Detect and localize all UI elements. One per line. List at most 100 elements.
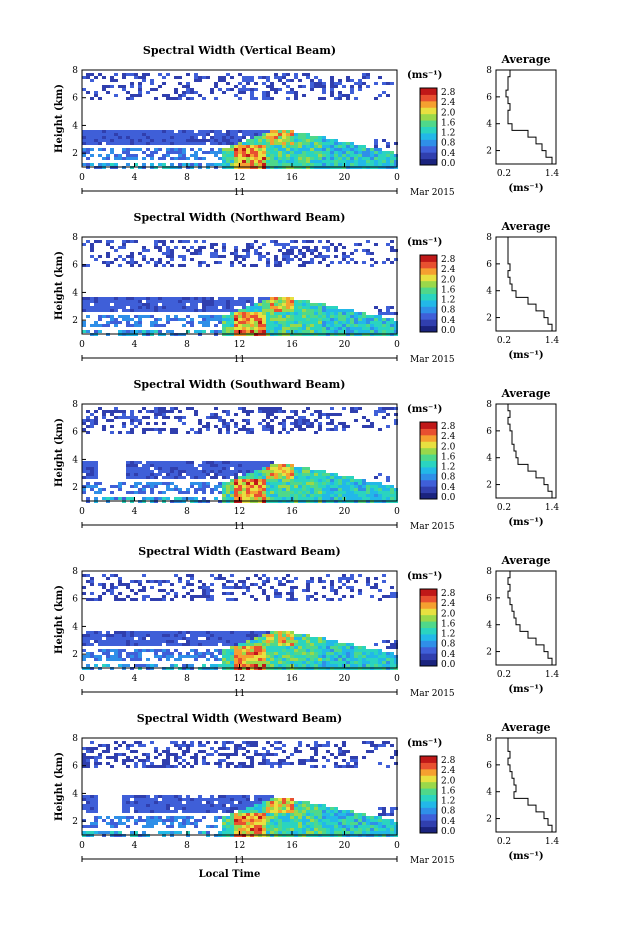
heatmap-cell — [386, 163, 390, 166]
heatmap-cell — [166, 810, 170, 813]
colorbar-tick-label: 0.0 — [441, 326, 456, 336]
heatmap-cell — [270, 461, 274, 464]
heatmap-cell — [146, 476, 150, 479]
heatmap-cell — [266, 321, 270, 324]
heatmap-cell — [222, 747, 226, 750]
heatmap-cell — [254, 655, 258, 658]
heatmap-cell — [302, 589, 306, 592]
heatmap-cell — [266, 658, 270, 661]
heatmap-cell — [230, 142, 234, 145]
heatmap-cell — [342, 160, 346, 163]
heatmap-cell — [362, 664, 366, 667]
heatmap-cell — [210, 318, 214, 321]
heatmap-cell — [314, 482, 318, 485]
heatmap-cell — [298, 637, 302, 640]
heatmap-cell — [274, 652, 278, 655]
heatmap-cell — [286, 327, 290, 330]
heatmap-cell — [114, 640, 118, 643]
heatmap-cell — [286, 592, 290, 595]
heatmap-cell — [298, 425, 302, 428]
heatmap-cell — [226, 649, 230, 652]
colorbar-segment — [420, 158, 437, 166]
heatmap-cell — [130, 133, 134, 136]
heatmap-cell — [342, 142, 346, 145]
heatmap-cell — [274, 649, 278, 652]
heatmap-cell — [166, 261, 170, 264]
heatmap-cell — [166, 306, 170, 309]
heatmap-cell — [382, 261, 386, 264]
heatmap-cell — [278, 79, 282, 82]
heatmap-cell — [122, 76, 126, 79]
heatmap-cell — [266, 643, 270, 646]
heatmap-cell — [270, 655, 274, 658]
heatmap-cell — [226, 413, 230, 416]
heatmap-cell — [230, 813, 234, 816]
heatmap-cell — [246, 133, 250, 136]
heatmap-cell — [274, 321, 278, 324]
heatmap-cell — [262, 145, 266, 148]
heatmap-cell — [374, 652, 378, 655]
heatmap-cell — [206, 634, 210, 637]
heatmap-cell — [222, 321, 226, 324]
heatmap-cell — [354, 485, 358, 488]
heatmap-cell — [290, 79, 294, 82]
heatmap-cell — [298, 479, 302, 482]
heatmap-cell — [230, 163, 234, 166]
heatmap-cell — [218, 261, 222, 264]
heatmap-cell — [142, 330, 146, 333]
heatmap-cell — [174, 139, 178, 142]
heatmap-cell — [162, 240, 166, 243]
heatmap-cell — [122, 303, 126, 306]
heatmap-cell — [98, 330, 102, 333]
heatmap-cell — [142, 303, 146, 306]
heatmap-cell — [150, 473, 154, 476]
panel-1: Spectral Width (Vertical Beam)2468Height… — [54, 44, 559, 198]
heatmap-cell — [122, 300, 126, 303]
heatmap-cell — [178, 577, 182, 580]
heatmap-cell — [198, 807, 202, 810]
heatmap-cell — [326, 485, 330, 488]
heatmap-cell — [234, 258, 238, 261]
heatmap-cell — [306, 482, 310, 485]
heatmap-cell — [198, 640, 202, 643]
heatmap-cell — [226, 801, 230, 804]
heatmap-cell — [282, 312, 286, 315]
heatmap-cell — [130, 637, 134, 640]
heatmap-cell — [82, 634, 86, 637]
heatmap-cell — [366, 157, 370, 160]
heatmap-cell — [82, 461, 86, 464]
heatmap-cell — [162, 595, 166, 598]
heatmap-cell — [146, 816, 150, 819]
heatmap-cell — [202, 756, 206, 759]
heatmap-cell — [86, 148, 90, 151]
heatmap-cell — [354, 318, 358, 321]
heatmap-cell — [234, 145, 238, 148]
heatmap-cell — [102, 497, 106, 500]
heatmap-cell — [158, 410, 162, 413]
colorbar-segment — [420, 152, 437, 160]
heatmap-cell — [282, 321, 286, 324]
heatmap-cell — [246, 795, 250, 798]
heatmap-cell — [338, 315, 342, 318]
heatmap-cell — [102, 324, 106, 327]
heatmap-cell — [182, 163, 186, 166]
y-tick-label: 4 — [72, 121, 78, 131]
heatmap-cell — [274, 479, 278, 482]
heatmap-cell — [234, 753, 238, 756]
heatmap-cell — [250, 816, 254, 819]
heatmap-cell — [366, 160, 370, 163]
heatmap-cell — [326, 163, 330, 166]
heatmap-cell — [270, 473, 274, 476]
heatmap-cell — [86, 580, 90, 583]
heatmap-cell — [226, 157, 230, 160]
heatmap-cell — [206, 306, 210, 309]
heatmap-cell — [126, 825, 130, 828]
colorbar-unit: (ms⁻¹) — [407, 571, 442, 582]
heatmap-cell — [166, 631, 170, 634]
heatmap-cell — [118, 300, 122, 303]
heatmap-cell — [350, 157, 354, 160]
heatmap-cell — [362, 82, 366, 85]
heatmap-cell — [306, 309, 310, 312]
x-tick-label: 8 — [184, 340, 190, 350]
heatmap-cell — [226, 753, 230, 756]
